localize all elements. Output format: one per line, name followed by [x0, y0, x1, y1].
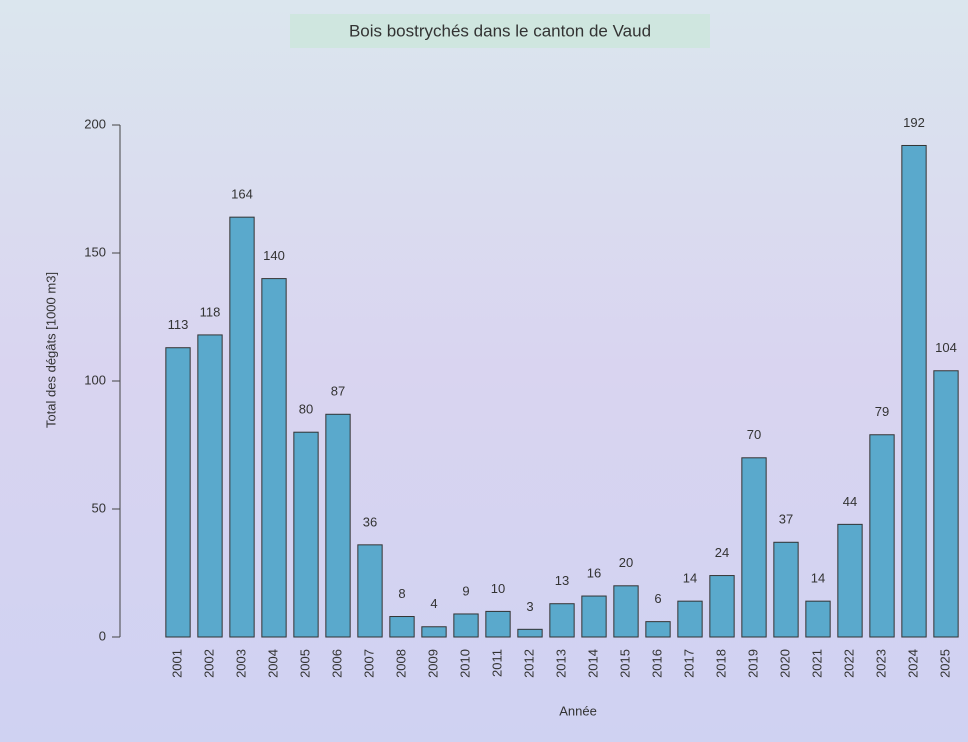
x-tick-label: 2017	[681, 649, 696, 678]
x-tick-label: 2013	[553, 649, 568, 678]
value-label: 79	[875, 404, 889, 419]
y-tick-label: 150	[84, 244, 106, 259]
chart-title: Bois bostrychés dans le canton de Vaud	[349, 21, 651, 40]
value-label: 6	[654, 591, 661, 606]
bar	[421, 626, 447, 638]
y-tick-label: 100	[84, 372, 106, 387]
bar	[453, 613, 479, 638]
x-tick-label: 2020	[777, 649, 792, 678]
bar	[773, 541, 799, 638]
x-tick-label: 2016	[649, 649, 664, 678]
value-label: 10	[491, 581, 505, 596]
bar	[645, 621, 671, 638]
value-label: 24	[715, 545, 729, 560]
bar	[709, 575, 735, 638]
x-tick-label: 2021	[809, 649, 824, 678]
value-label: 87	[331, 384, 345, 399]
x-tick-label: 2006	[329, 649, 344, 678]
x-tick-label: 2002	[201, 649, 216, 678]
x-tick-label: 2014	[585, 649, 600, 678]
x-tick-label: 2005	[297, 649, 312, 678]
bar	[869, 434, 895, 638]
value-label: 20	[619, 555, 633, 570]
bar	[677, 600, 703, 638]
bar	[389, 616, 415, 638]
x-tick-label: 2023	[873, 649, 888, 678]
x-tick-label: 2010	[457, 649, 472, 678]
value-label: 192	[903, 115, 925, 130]
x-tick-label: 2025	[937, 649, 952, 678]
value-label: 80	[299, 402, 313, 417]
x-tick-label: 2024	[905, 649, 920, 678]
bar	[933, 370, 959, 638]
y-axis-label: Total des dégâts [1000 m3]	[43, 272, 58, 428]
bar	[165, 347, 191, 638]
x-tick-label: 2009	[425, 649, 440, 678]
value-label: 4	[430, 596, 437, 611]
value-label: 14	[683, 571, 697, 586]
x-tick-label: 2011	[489, 649, 504, 677]
value-label: 113	[168, 317, 189, 332]
y-tick-label: 50	[92, 500, 106, 515]
bar	[261, 278, 287, 638]
value-label: 8	[398, 586, 405, 601]
x-tick-label: 2001	[169, 649, 184, 678]
bar	[549, 603, 575, 638]
bar	[325, 413, 351, 638]
value-label: 37	[779, 512, 793, 527]
value-label: 3	[526, 599, 533, 614]
x-tick-label: 2018	[713, 649, 728, 678]
value-label: 118	[200, 304, 221, 319]
bar	[293, 431, 319, 638]
x-tick-label: 2022	[841, 649, 856, 678]
value-label: 140	[263, 248, 285, 263]
value-label: 164	[231, 187, 253, 202]
y-tick-label: 200	[84, 116, 106, 131]
bar	[229, 216, 255, 638]
x-tick-label: 2007	[361, 649, 376, 678]
bar	[837, 523, 863, 638]
value-label: 9	[462, 583, 469, 598]
bar	[357, 544, 383, 638]
value-label: 70	[747, 427, 761, 442]
value-label: 14	[811, 571, 825, 586]
x-axis-label: Année	[559, 703, 597, 718]
bar	[197, 334, 223, 638]
x-tick-label: 2003	[233, 649, 248, 678]
value-label: 13	[555, 573, 569, 588]
bar	[805, 600, 831, 638]
x-tick-label: 2012	[521, 649, 536, 678]
value-label: 44	[843, 494, 857, 509]
value-label: 16	[587, 565, 601, 580]
bar	[901, 144, 927, 638]
value-label: 36	[363, 514, 377, 529]
x-tick-label: 2008	[393, 649, 408, 678]
y-tick-label: 0	[99, 628, 106, 643]
bar	[741, 457, 767, 638]
bar	[581, 595, 607, 638]
x-tick-label: 2019	[745, 649, 760, 678]
title-box	[290, 14, 710, 48]
bar	[613, 585, 639, 638]
x-tick-label: 2004	[265, 649, 280, 678]
bar	[517, 628, 543, 638]
bar	[485, 610, 511, 638]
value-label: 104	[935, 340, 957, 355]
x-tick-label: 2015	[617, 649, 632, 678]
